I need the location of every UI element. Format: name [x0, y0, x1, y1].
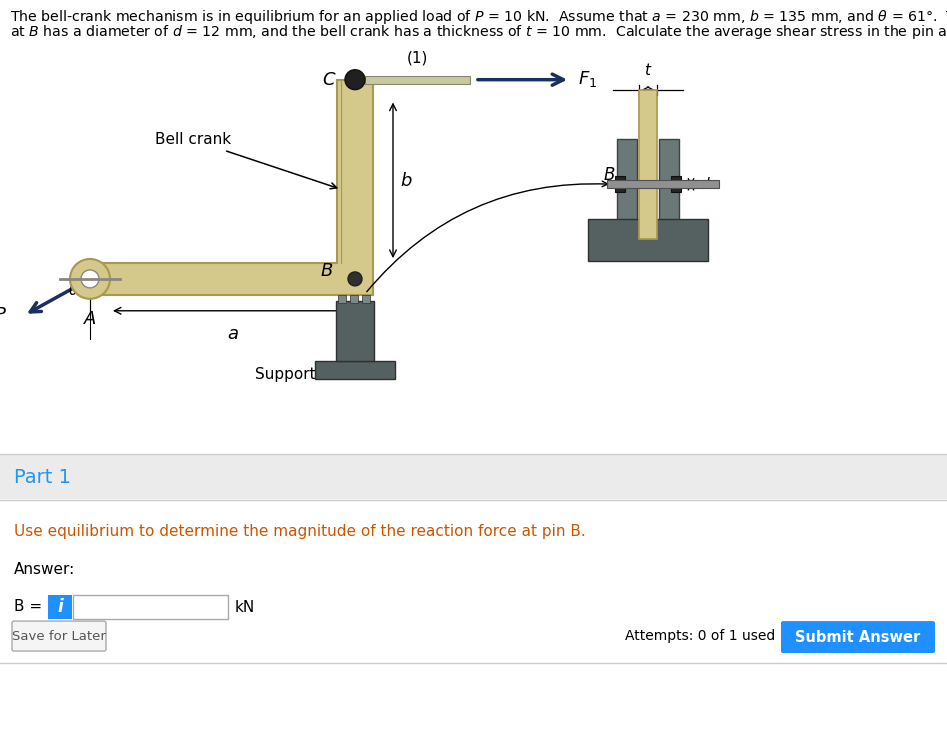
FancyBboxPatch shape: [781, 621, 935, 653]
Circle shape: [70, 259, 110, 299]
Text: Use equilibrium to determine the magnitude of the reaction force at pin B.: Use equilibrium to determine the magnitu…: [14, 523, 586, 539]
Text: $P$: $P$: [0, 306, 7, 324]
Bar: [336, 301, 374, 360]
Bar: [588, 219, 708, 261]
Bar: [615, 176, 625, 192]
Text: $B$: $B$: [320, 262, 333, 280]
Text: (1): (1): [407, 50, 428, 66]
Text: Part 1: Part 1: [14, 468, 71, 487]
Bar: [338, 295, 346, 303]
Text: Support bracket: Support bracket: [255, 354, 379, 382]
Bar: [639, 90, 657, 239]
Bar: [350, 295, 358, 303]
Text: i: i: [57, 598, 63, 616]
FancyBboxPatch shape: [12, 621, 106, 651]
Text: $t$: $t$: [644, 61, 652, 77]
Text: $C$: $C$: [323, 71, 337, 88]
Bar: [659, 140, 679, 229]
Text: kN: kN: [235, 599, 256, 615]
Bar: [315, 360, 395, 379]
Text: Submit Answer: Submit Answer: [795, 629, 920, 645]
Circle shape: [81, 270, 99, 288]
Bar: [617, 140, 637, 229]
Bar: [607, 181, 719, 189]
Text: $a$: $a$: [226, 325, 239, 343]
Text: $A$: $A$: [83, 310, 97, 327]
Bar: [362, 295, 370, 303]
Text: $F_1$: $F_1$: [578, 69, 598, 88]
Circle shape: [348, 272, 362, 286]
Text: $b$: $b$: [400, 173, 413, 190]
FancyBboxPatch shape: [48, 595, 72, 619]
Bar: [365, 76, 470, 83]
Bar: [73, 595, 228, 619]
Polygon shape: [92, 80, 373, 295]
Text: at $B$ has a diameter of $d$ = 12 mm, and the bell crank has a thickness of $t$ : at $B$ has a diameter of $d$ = 12 mm, an…: [10, 23, 947, 41]
Bar: [0, 454, 947, 499]
Text: B =: B =: [14, 599, 47, 613]
Text: $\theta$: $\theta$: [68, 282, 79, 298]
Circle shape: [345, 69, 365, 90]
Text: $d$: $d$: [699, 176, 711, 192]
Text: Answer:: Answer:: [14, 561, 75, 577]
Text: Bell crank: Bell crank: [155, 132, 337, 189]
Text: Attempts: 0 of 1 used: Attempts: 0 of 1 used: [625, 629, 775, 643]
Text: $B$: $B$: [603, 167, 616, 184]
Text: Save for Later: Save for Later: [12, 629, 106, 643]
Text: The bell-crank mechanism is in equilibrium for an applied load of $P$ = 10 kN.  : The bell-crank mechanism is in equilibri…: [10, 8, 947, 26]
Bar: [671, 176, 681, 192]
